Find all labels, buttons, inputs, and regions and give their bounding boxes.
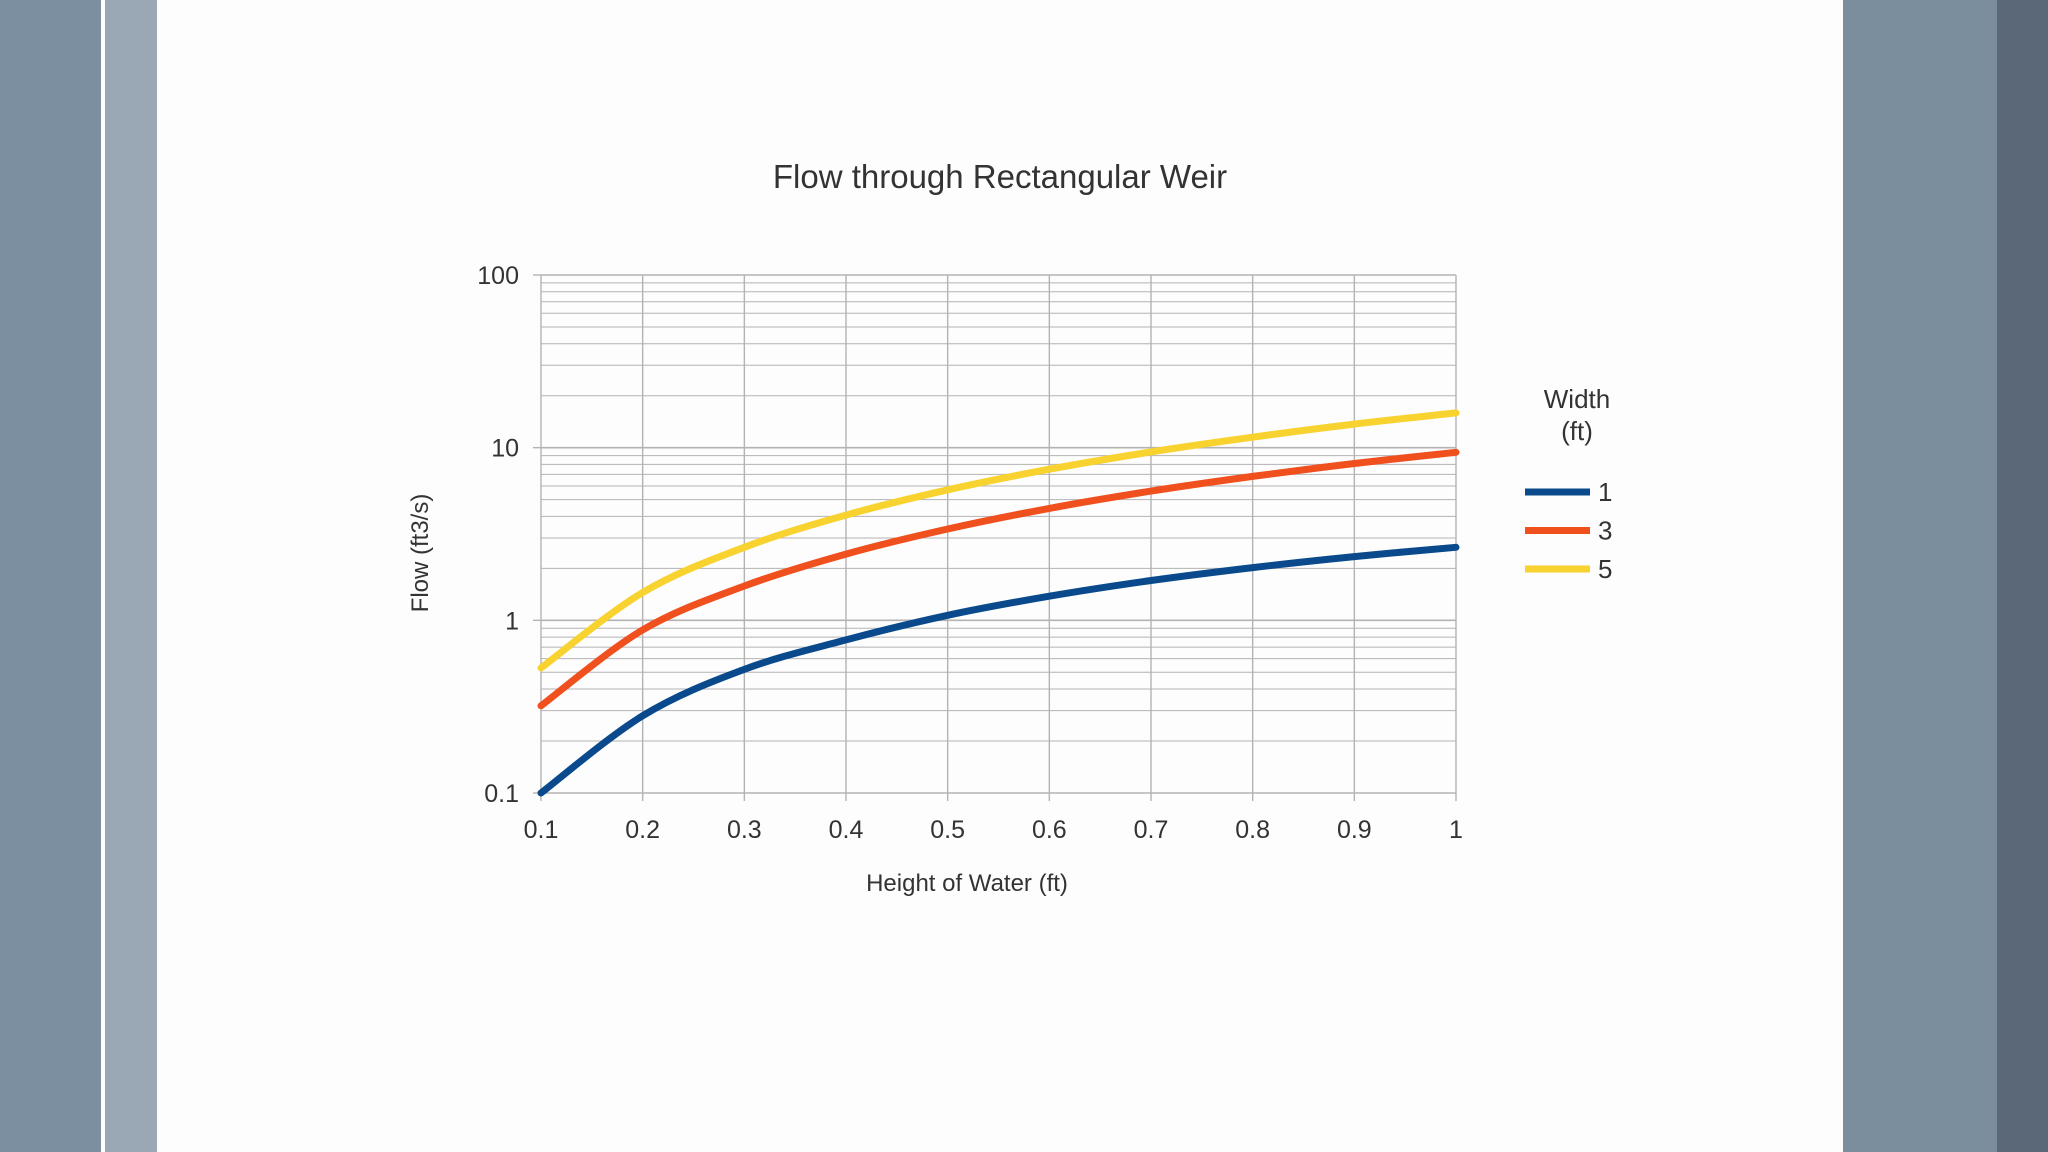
x-axis-label: Height of Water (ft)	[866, 870, 1068, 897]
legend-title-units: (ft)	[1561, 416, 1593, 446]
tick-labels: 0.1 0.2 0.3 0.4 0.5 0.6 0.7 0.8 0.9 1 0.1 1 10 100	[477, 262, 1463, 844]
legend-label-5: 5	[1598, 554, 1612, 584]
y-tick-label: 1	[505, 607, 519, 635]
series-line-3	[537, 448, 1460, 710]
legend: Width (ft) 1 3 5	[1525, 384, 1612, 584]
left-frame-outer	[0, 0, 101, 1152]
y-tick-label: 100	[477, 262, 519, 290]
y-axis-label: Flow (ft3/s)	[407, 494, 434, 613]
x-tick-label: 0.7	[1134, 816, 1169, 844]
chart-title: Flow through Rectangular Weir	[773, 158, 1227, 195]
right-frame-inner	[1843, 0, 1997, 1152]
right-frame-outer	[1997, 0, 2048, 1152]
x-tick-label: 0.6	[1032, 816, 1067, 844]
x-tick-label: 0.3	[727, 816, 762, 844]
x-tick-label: 0.4	[829, 816, 864, 844]
x-tick-label: 0.5	[930, 816, 965, 844]
series-lines	[537, 409, 1460, 797]
x-tick-label: 0.9	[1337, 816, 1372, 844]
legend-label-3: 3	[1598, 516, 1612, 546]
x-tick-label: 1	[1449, 816, 1463, 844]
y-tick-label: 10	[491, 435, 519, 463]
slide	[157, 0, 1843, 1152]
x-tick-label: 0.2	[625, 816, 660, 844]
legend-label-1: 1	[1598, 477, 1612, 507]
series-line-1	[537, 543, 1460, 797]
series-line-5	[537, 409, 1460, 672]
left-frame-inner	[105, 0, 157, 1152]
x-tick-label: 0.1	[524, 816, 559, 844]
legend-title: Width	[1544, 384, 1610, 414]
grid	[533, 274, 1457, 801]
x-tick-label: 0.8	[1235, 816, 1270, 844]
y-tick-label: 0.1	[484, 780, 519, 808]
left-frame-divider	[101, 0, 105, 1152]
